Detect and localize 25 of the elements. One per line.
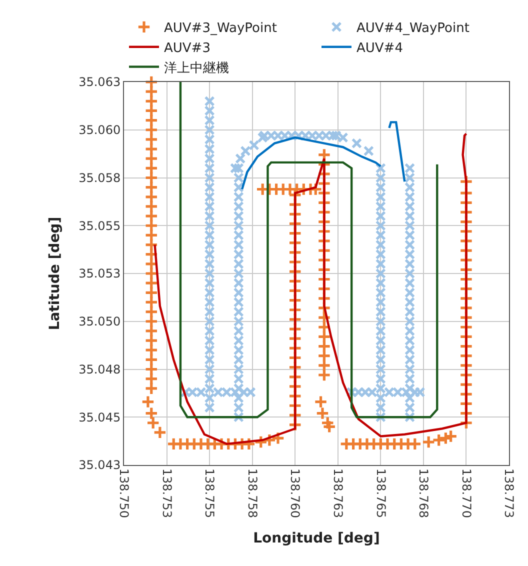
legend-label: AUV#4_WayPoint: [356, 21, 470, 36]
x-tick-label: 138.773: [502, 468, 516, 518]
y-tick-label: 35.050: [78, 314, 121, 329]
x-tick-label: 138.758: [245, 468, 260, 518]
y-axis-title: Latitude [deg]: [47, 216, 64, 330]
x-axis-title: Longitude [deg]: [253, 530, 380, 546]
x-tick-label: 138.753: [160, 468, 174, 518]
x-tick-label: 138.770: [459, 468, 474, 518]
y-tick-label: 35.058: [78, 170, 121, 185]
x-tick-label: 138.755: [202, 468, 217, 518]
y-tick-label: 35.045: [78, 410, 121, 424]
x-tick-label: 138.760: [288, 468, 302, 518]
x-tick-label: 138.768: [416, 468, 431, 518]
y-tick-label: 35.053: [78, 266, 121, 281]
legend-label: AUV#3: [164, 40, 210, 56]
x-tick-label: 138.765: [374, 468, 388, 518]
x-tick-label: 138.763: [330, 468, 345, 518]
y-tick-label: 35.063: [78, 75, 121, 90]
legend-label: AUV#3_WayPoint: [164, 21, 277, 36]
y-tick-label: 35.060: [78, 123, 121, 138]
y-tick-label: 35.055: [78, 218, 121, 233]
y-tick-label: 35.048: [78, 362, 121, 376]
legend-label: 洋上中継機: [164, 60, 229, 76]
legend-label: AUV#4: [356, 40, 403, 56]
line-series: [154, 132, 468, 446]
